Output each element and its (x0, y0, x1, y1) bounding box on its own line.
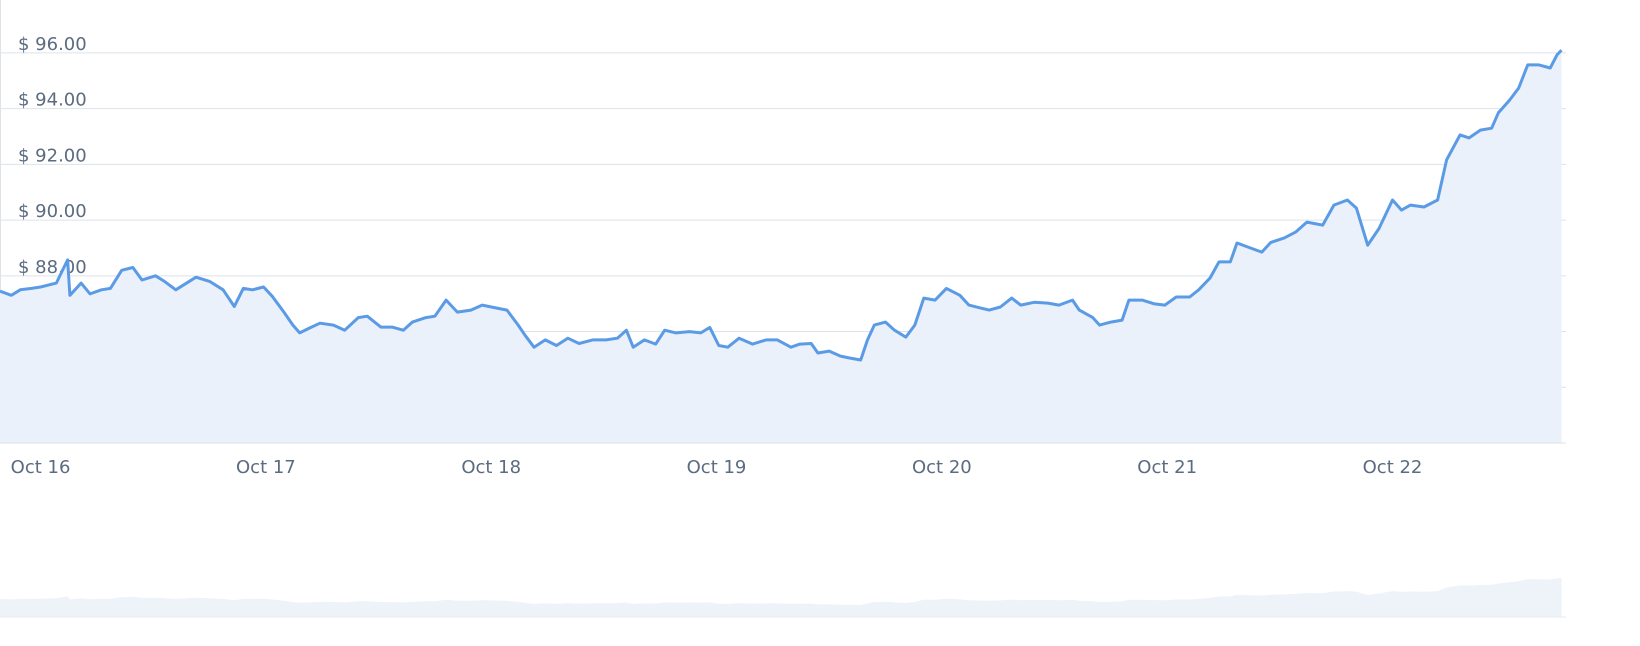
line (0, 49, 1563, 362)
x-tick-label: Oct 16 (11, 457, 71, 478)
y-tick-label: $ 92.00 (18, 145, 87, 166)
x-tick-label: Oct 19 (687, 457, 747, 478)
y-tick-label: $ 90.00 (18, 201, 87, 222)
y-tick-label: $ 94.00 (18, 90, 87, 111)
x-tick-label: Oct 21 (1137, 457, 1197, 478)
x-tick-label: Oct 17 (236, 457, 296, 478)
x-tick-label: Oct 22 (1363, 457, 1423, 478)
navigator-area (0, 578, 1562, 617)
y-tick-label: $ 88.00 (18, 257, 87, 278)
x-tick-label: Oct 18 (461, 457, 521, 478)
area (0, 50, 1562, 443)
x-tick-label: Oct 20 (912, 457, 972, 478)
y-tick-label: $ 96.00 (18, 34, 87, 55)
